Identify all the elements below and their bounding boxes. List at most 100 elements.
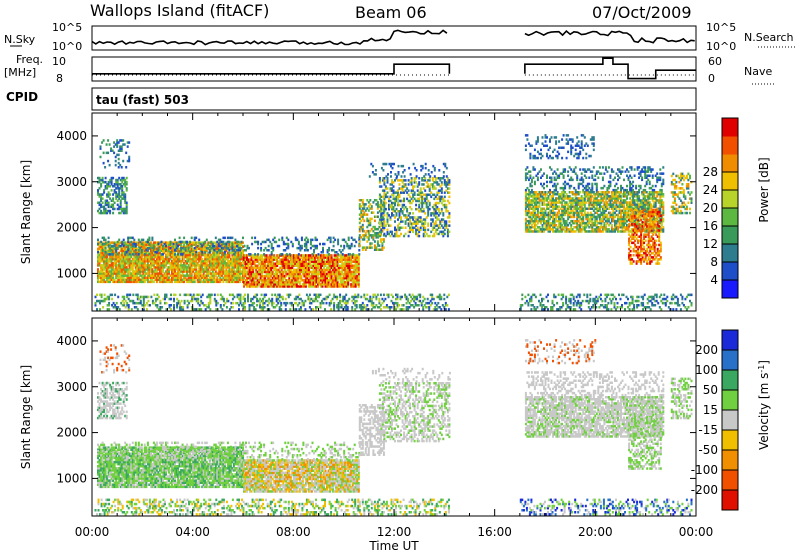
- data-cell: [256, 276, 259, 280]
- data-cell: [154, 278, 157, 281]
- data-cell: [146, 274, 149, 277]
- data-cell: [162, 249, 164, 253]
- data-cell: [394, 220, 396, 223]
- data-cell: [115, 260, 118, 263]
- data-cell: [113, 207, 116, 211]
- data-cell: [223, 236, 226, 240]
- data-cell: [160, 257, 163, 261]
- data-cell: [406, 207, 409, 211]
- data-cell: [101, 255, 104, 259]
- data-cell: [109, 241, 112, 244]
- data-cell: [145, 247, 148, 251]
- data-cell: [249, 272, 251, 276]
- data-cell: [108, 143, 111, 146]
- data-cell: [166, 272, 169, 275]
- data-cell: [210, 253, 213, 257]
- data-cell: [389, 224, 392, 227]
- data-cell: [107, 257, 110, 261]
- data-cell: [198, 260, 201, 263]
- data-cell: [249, 268, 251, 272]
- data-cell: [116, 145, 119, 148]
- data-cell: [100, 243, 103, 246]
- data-cell: [287, 242, 290, 246]
- data-cell: [162, 268, 164, 271]
- data-cell: [300, 244, 303, 248]
- data-cell: [192, 280, 195, 284]
- data-cell: [148, 257, 151, 261]
- data-cell: [162, 264, 164, 267]
- data-cell: [148, 255, 151, 259]
- data-cell: [181, 266, 184, 269]
- data-cell: [237, 251, 240, 255]
- data-cell: [273, 236, 276, 240]
- data-cell: [178, 264, 181, 267]
- data-cell: [143, 264, 146, 267]
- data-cell: [157, 251, 160, 255]
- data-cell: [178, 243, 181, 246]
- data-cell: [99, 155, 102, 159]
- data-cell: [104, 187, 107, 190]
- data-cell: [160, 272, 163, 275]
- data-cell: [151, 272, 154, 275]
- data-cell: [250, 256, 253, 259]
- data-cell: [107, 266, 110, 269]
- data-cell: [115, 280, 118, 284]
- data-cell: [145, 308, 148, 311]
- data-cell: [187, 280, 190, 284]
- data-cell: [171, 260, 173, 263]
- data-cell: [172, 253, 175, 257]
- data-cell: [258, 262, 261, 265]
- data-cell: [177, 241, 180, 244]
- data-cell: [198, 241, 201, 244]
- data-cell: [140, 257, 143, 261]
- data-cell: [220, 251, 223, 255]
- data-cell: [232, 270, 235, 273]
- data-cell: [214, 249, 217, 253]
- data-cell: [213, 264, 216, 267]
- data-cell: [101, 253, 104, 257]
- data-cell: [234, 253, 237, 257]
- data-cell: [143, 274, 146, 277]
- data-cell: [187, 278, 190, 281]
- data-cell: [142, 266, 145, 269]
- data-cell: [186, 280, 189, 284]
- data-cell: [126, 145, 129, 148]
- data-cell: [139, 268, 142, 271]
- data-cell: [317, 253, 320, 256]
- data-cell: [100, 260, 103, 263]
- data-cell: [100, 209, 103, 213]
- data-cell: [208, 278, 211, 281]
- data-cell: [253, 274, 256, 278]
- data-cell: [98, 264, 101, 267]
- data-cell: [148, 270, 151, 273]
- data-cell: [168, 272, 170, 275]
- data-cell: [244, 306, 246, 309]
- data-cell: [211, 276, 214, 279]
- data-cell: [187, 257, 190, 261]
- data-cell: [158, 264, 161, 267]
- data-cell: [187, 249, 190, 253]
- data-cell: [122, 195, 125, 198]
- data-cell: [118, 257, 121, 261]
- data-cell: [202, 274, 205, 277]
- data-cell: [100, 266, 103, 269]
- data-cell: [202, 276, 205, 279]
- data-cell: [142, 238, 145, 242]
- data-cell: [100, 249, 103, 253]
- data-cell: [103, 209, 106, 213]
- data-cell: [247, 285, 250, 288]
- data-cell: [119, 199, 122, 202]
- data-cell: [131, 257, 134, 261]
- data-cell: [122, 143, 125, 146]
- data-cell: [168, 243, 170, 246]
- data-cell: [263, 253, 266, 256]
- data-cell: [109, 272, 112, 275]
- data-cell: [199, 251, 202, 255]
- data-cell: [113, 247, 116, 251]
- data-cell: [246, 276, 248, 280]
- data-cell: [418, 177, 421, 180]
- data-cell: [229, 262, 232, 265]
- data-cell: [149, 260, 152, 263]
- data-cell: [183, 276, 186, 279]
- data-cell: [225, 276, 228, 279]
